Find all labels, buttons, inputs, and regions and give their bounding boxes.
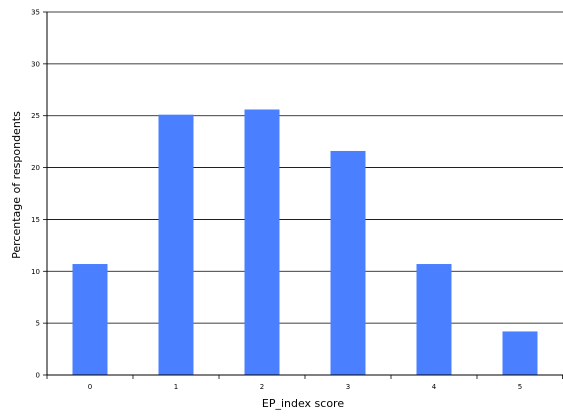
y-tick-label: 30	[31, 60, 40, 68]
bar-4	[416, 264, 452, 375]
bar-3	[330, 150, 366, 375]
bar-0	[72, 264, 108, 375]
y-axis-title: Percentage of respondents	[10, 111, 23, 259]
tick-labels: 0 5 10 15 20 25 30 35 0 1 2 3 4 5	[31, 9, 522, 392]
y-tick-label: 0	[36, 372, 40, 380]
gridlines	[47, 11, 563, 324]
x-tick-label: 1	[174, 383, 178, 391]
y-tick-label: 35	[31, 9, 40, 17]
y-tick-label: 15	[31, 216, 40, 224]
bar-1	[158, 114, 194, 376]
bar-5	[502, 331, 538, 375]
x-tick-label: 3	[346, 383, 350, 391]
y-tick-label: 10	[31, 268, 40, 276]
x-tick-label: 0	[88, 383, 92, 391]
x-tick-label: 5	[518, 383, 522, 391]
x-tick-label: 2	[260, 383, 264, 391]
y-tick-label: 20	[31, 164, 40, 172]
bars	[72, 109, 538, 376]
axes	[43, 11, 563, 379]
bar-2	[244, 109, 280, 376]
x-tick-label: 4	[432, 383, 437, 391]
y-tick-label: 5	[36, 320, 40, 328]
y-tick-label: 25	[31, 112, 40, 120]
x-axis-title: EP_index score	[262, 397, 344, 410]
